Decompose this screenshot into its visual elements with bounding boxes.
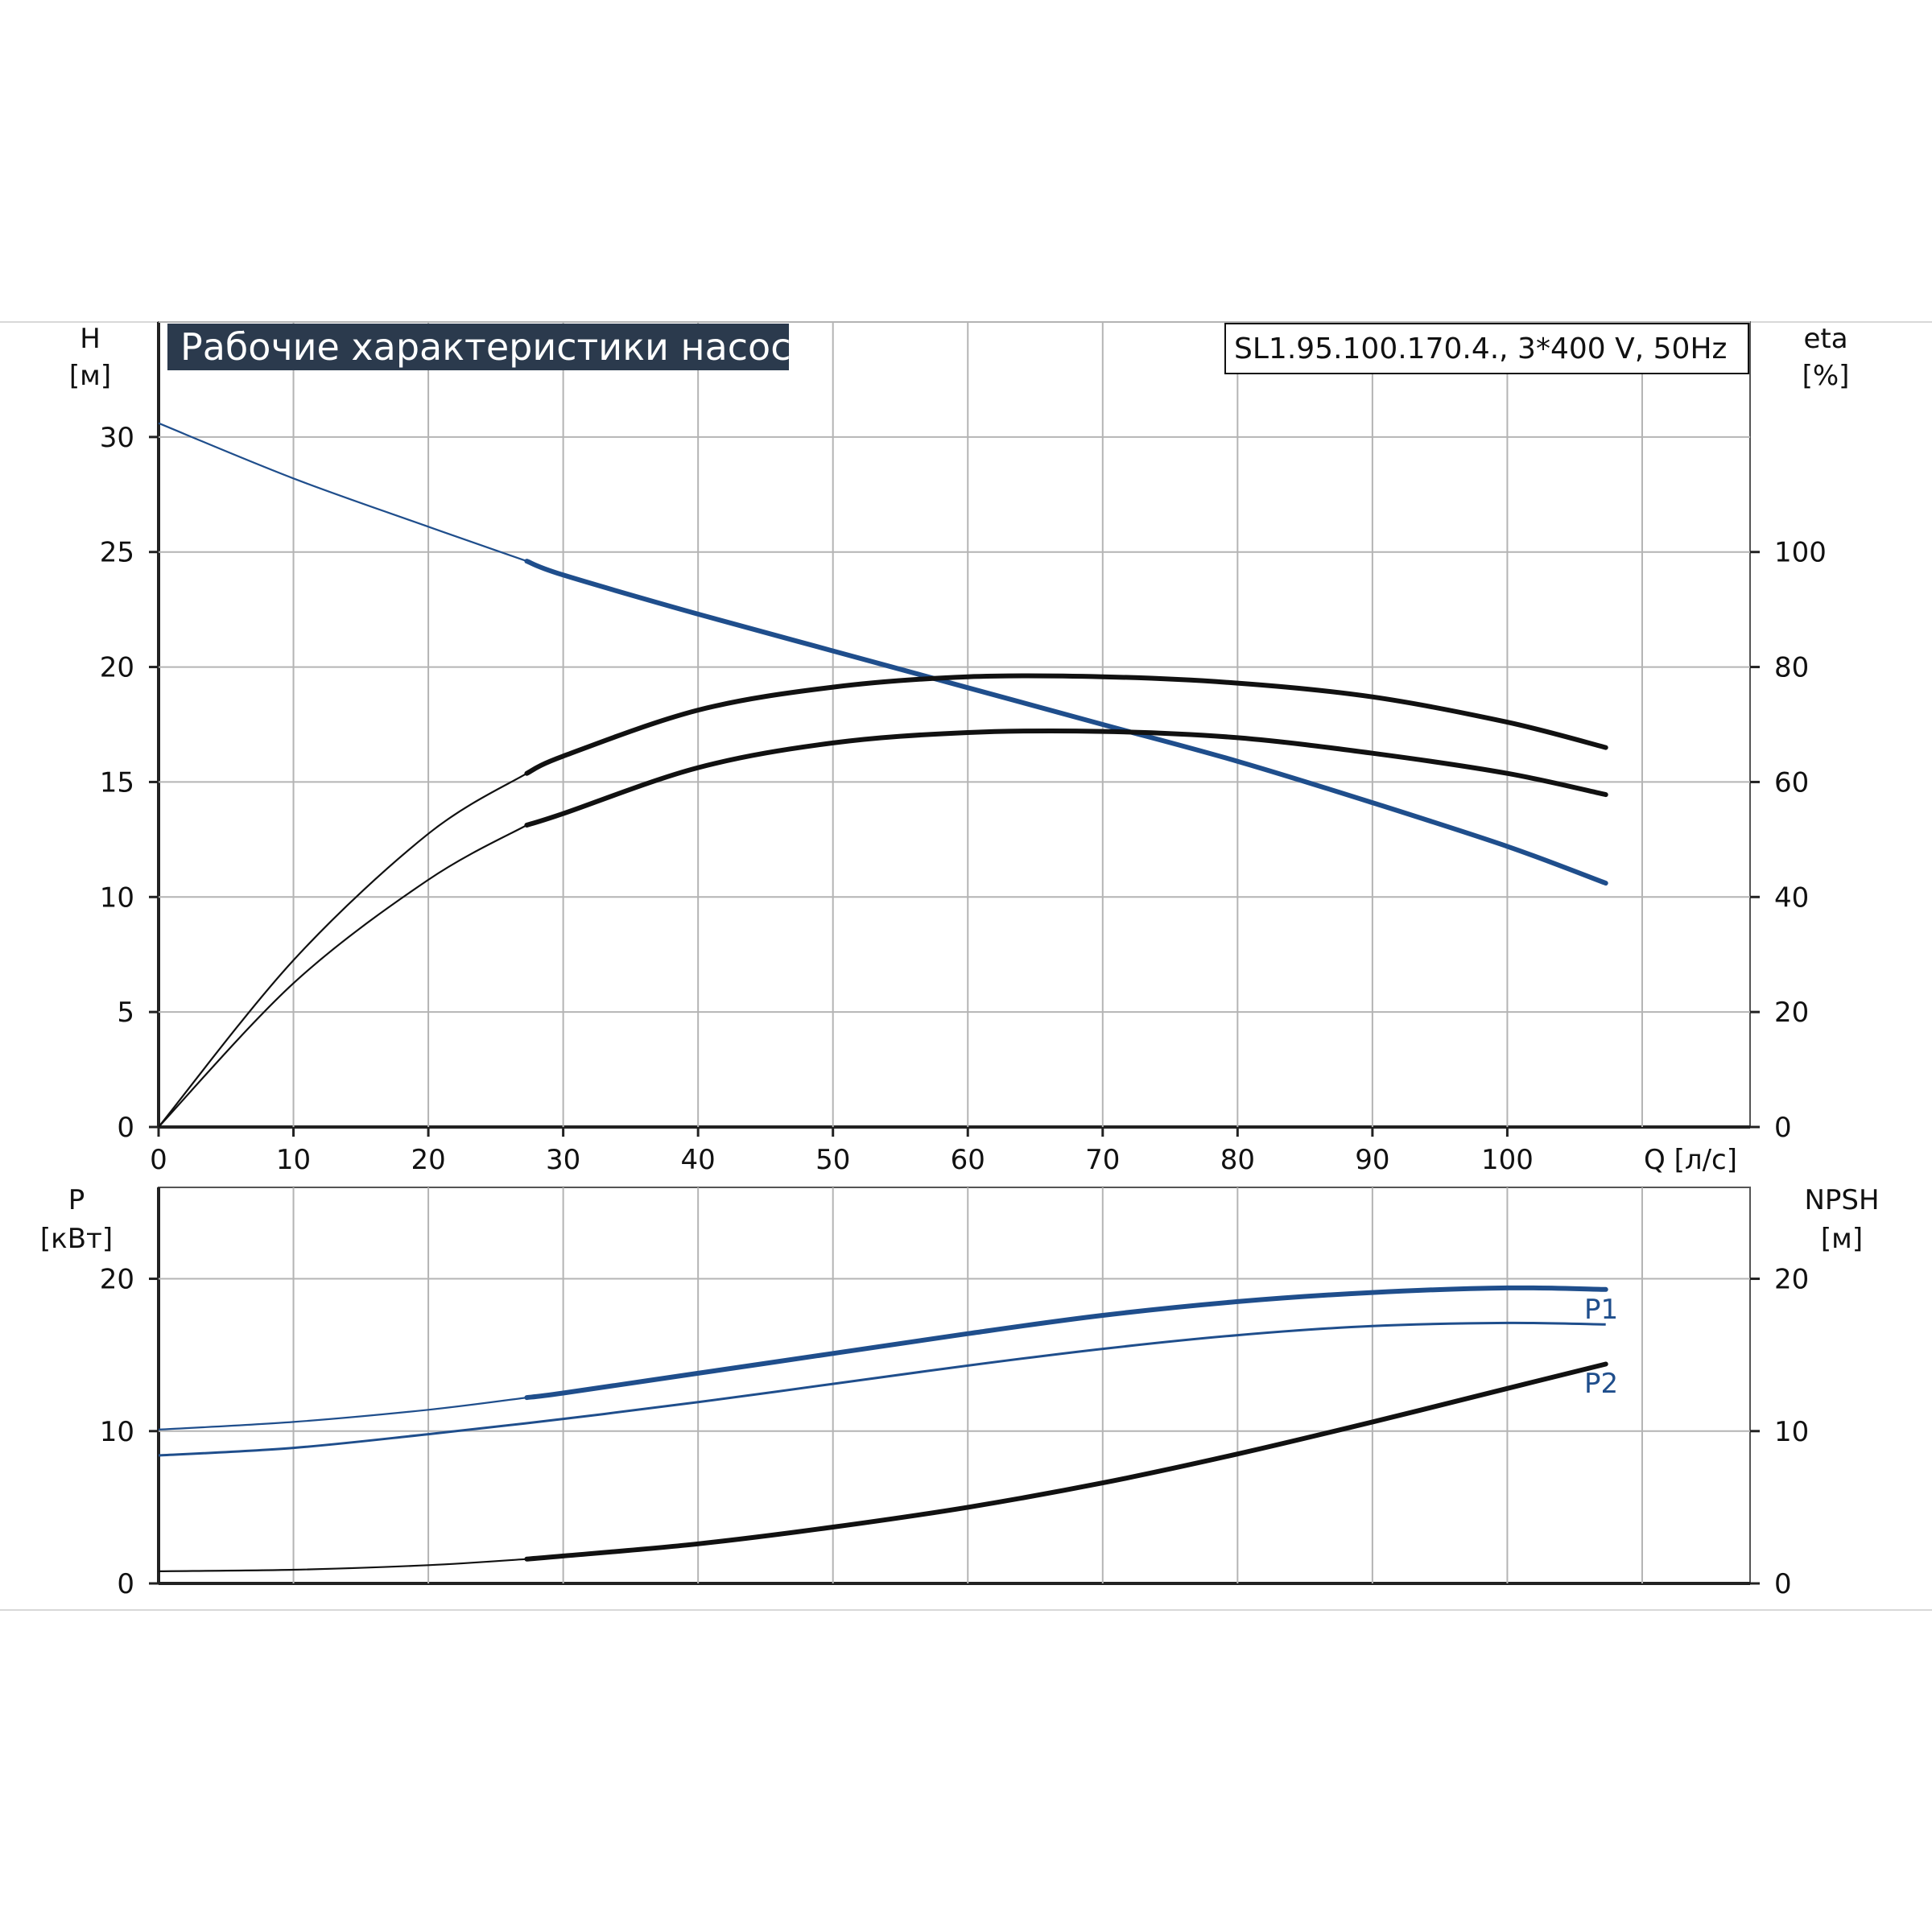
- h-axis-label: H: [80, 323, 101, 355]
- upper-curves: [158, 422, 1608, 1128]
- curve-1-thin-segment: [158, 772, 527, 1128]
- left-tick-label: 30: [100, 422, 134, 454]
- q-axis-label: Q [л/с]: [1644, 1144, 1737, 1176]
- curve-2-line: [524, 728, 1608, 828]
- lower-curves: [158, 1285, 1608, 1572]
- h-axis-unit: [м]: [69, 360, 111, 392]
- left-tick-label: 25: [100, 537, 134, 569]
- left-tick-label: 0: [117, 1112, 134, 1144]
- left-tick-label: 20: [100, 1264, 134, 1296]
- model-box: [1224, 323, 1749, 374]
- curve-0-thin-segment: [158, 422, 527, 563]
- curve-2-thin-segment: [158, 1558, 527, 1572]
- npsh-axis-label: NPSH: [1804, 1184, 1879, 1216]
- right-tick-label: 20: [1774, 1264, 1809, 1296]
- lower-grid: [159, 1187, 1750, 1583]
- eta-axis-unit: [%]: [1802, 360, 1850, 392]
- curve-0-line: [524, 559, 1608, 886]
- p1-line: [524, 1285, 1608, 1401]
- curve-2-thin-segment: [158, 824, 527, 1128]
- title-box: [167, 324, 789, 370]
- npsh-axis-unit: [м]: [1821, 1223, 1863, 1255]
- left-tick-label: 20: [100, 652, 134, 684]
- left-tick-label: 10: [100, 881, 134, 914]
- x-tick-label: 60: [951, 1144, 985, 1176]
- right-tick-label: 0: [1774, 1568, 1792, 1600]
- x-tick-label: 20: [411, 1144, 445, 1176]
- p1-thin-segment: [158, 1397, 527, 1430]
- left-tick-label: 10: [100, 1416, 134, 1448]
- right-tick-label: 80: [1774, 652, 1809, 684]
- x-tick-label: 50: [815, 1144, 850, 1176]
- p2-label: P2: [1584, 1368, 1618, 1400]
- right-tick-label: 60: [1774, 766, 1809, 799]
- x-tick-label: 100: [1481, 1144, 1534, 1176]
- right-tick-label: 100: [1774, 537, 1827, 569]
- p-axis-unit: [кВт]: [40, 1223, 113, 1255]
- left-tick-label: 15: [100, 766, 134, 799]
- right-tick-label: 10: [1774, 1416, 1809, 1448]
- upper-grid: [159, 321, 1750, 1127]
- curve-2-line: [524, 1361, 1608, 1562]
- x-tick-label: 70: [1085, 1144, 1120, 1176]
- x-tick-label: 80: [1220, 1144, 1255, 1176]
- x-tick-label: 90: [1355, 1144, 1389, 1176]
- right-tick-label: 20: [1774, 997, 1809, 1029]
- chart-title: Рабочие характеристики насоса: [180, 325, 814, 369]
- chart-frame: [0, 321, 1932, 1611]
- left-tick-label: 5: [117, 997, 134, 1029]
- right-tick-label: 0: [1774, 1112, 1792, 1144]
- x-tick-label: 10: [276, 1144, 311, 1176]
- right-tick-label: 40: [1774, 881, 1809, 914]
- eta-axis-label: eta: [1803, 323, 1847, 355]
- p2-line: [158, 1321, 1606, 1457]
- x-tick-label: 0: [150, 1144, 167, 1176]
- x-tick-label: 40: [681, 1144, 716, 1176]
- p-axis-label: P: [68, 1184, 85, 1216]
- model-label: SL1.95.100.170.4., 3*400 V, 50Hz: [1234, 332, 1727, 365]
- p1-label: P1: [1584, 1294, 1618, 1326]
- x-tick-label: 30: [546, 1144, 580, 1176]
- left-tick-label: 0: [117, 1568, 134, 1600]
- curve-1-line: [524, 673, 1608, 776]
